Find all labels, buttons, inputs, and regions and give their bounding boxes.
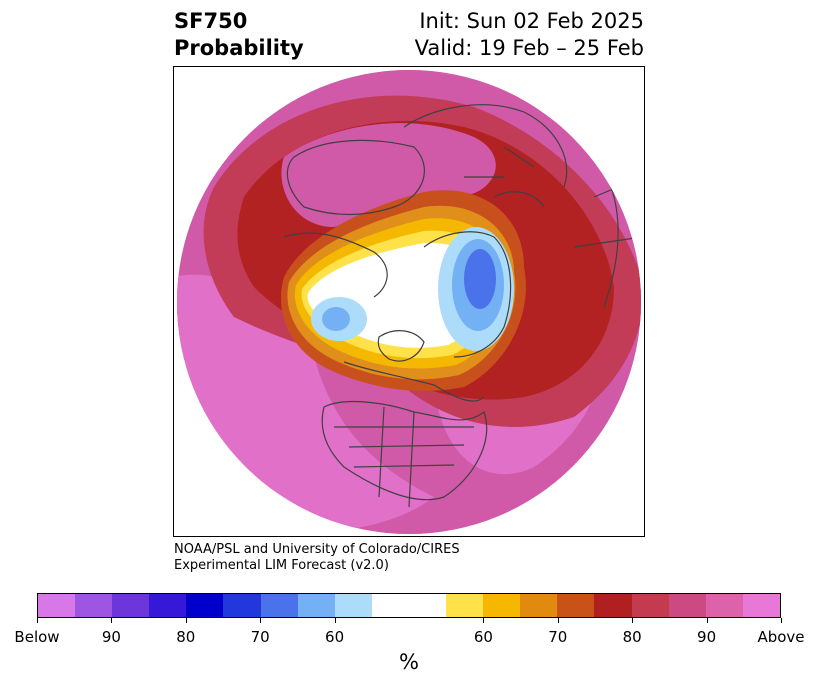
colorbar-segment [112, 594, 150, 617]
colorbar-segment [483, 594, 521, 617]
colorbar-segment [297, 594, 335, 617]
colorbar-segment [371, 594, 447, 617]
colorbar-tick-label: 70 [250, 628, 270, 646]
colorbar-tick-mark [185, 618, 187, 623]
credit-text: NOAA/PSL and University of Colorado/CIRE… [174, 542, 460, 574]
valid-range: Valid: 19 Feb – 25 Feb [414, 36, 644, 60]
magenta-north [281, 123, 496, 227]
colorbar-tick-mark [483, 618, 485, 623]
colorbar-segment [631, 594, 669, 617]
below-normal-west-core [322, 307, 350, 331]
colorbar-tick-mark [37, 618, 38, 623]
colorbar-segment [594, 594, 632, 617]
forecast-map [173, 66, 645, 537]
colorbar-segment [149, 594, 187, 617]
colorbar-segment [446, 594, 484, 617]
colorbar-tick-label: 80 [622, 628, 642, 646]
colorbar-segment [75, 594, 113, 617]
colorbar-segment [557, 594, 595, 617]
colorbar-units: % [399, 650, 419, 674]
colorbar-tick-label: 60 [473, 628, 493, 646]
forecast-dates: Init: Sun 02 Feb 2025 Valid: 19 Feb – 25… [415, 8, 644, 62]
colorbar-tick-mark [557, 618, 559, 623]
colorbar-tick-mark [706, 618, 708, 623]
colorbar-tick-label: 90 [101, 628, 121, 646]
colorbar-tick-mark [632, 618, 634, 623]
colorbar-segment [668, 594, 706, 617]
below-normal-pole-core [464, 249, 496, 309]
colorbar-tick-label: 70 [548, 628, 568, 646]
colorbar-segment [742, 594, 780, 617]
colorbar-tick-mark [260, 618, 262, 623]
colorbar-segment [223, 594, 261, 617]
map-title: SF750 Probability [174, 8, 304, 62]
colorbar-segment [334, 594, 372, 617]
title-variable: SF750 [174, 9, 248, 33]
colorbar-tick-mark [334, 618, 336, 623]
probability-map-svg [177, 70, 641, 534]
init-date: Init: Sun 02 Feb 2025 [419, 9, 644, 33]
colorbar-tick-mark [111, 618, 113, 623]
title-field: Probability [174, 36, 304, 60]
colorbar-tick-label: Above [757, 628, 805, 646]
colorbar-tick-label: 90 [697, 628, 717, 646]
credit-line-2: Experimental LIM Forecast (v2.0) [174, 558, 389, 573]
colorbar-tick-mark [781, 618, 782, 623]
colorbar-segment [520, 594, 558, 617]
colorbar-segment [38, 594, 76, 617]
colorbar-segment [705, 594, 743, 617]
credit-line-1: NOAA/PSL and University of Colorado/CIRE… [174, 542, 460, 557]
colorbar-tick-label: Below [14, 628, 60, 646]
colorbar-tick-label: 60 [325, 628, 345, 646]
colorbar-segment [186, 594, 224, 617]
colorbar-tick-label: 80 [176, 628, 196, 646]
colorbar [37, 593, 781, 618]
colorbar-segment [260, 594, 298, 617]
